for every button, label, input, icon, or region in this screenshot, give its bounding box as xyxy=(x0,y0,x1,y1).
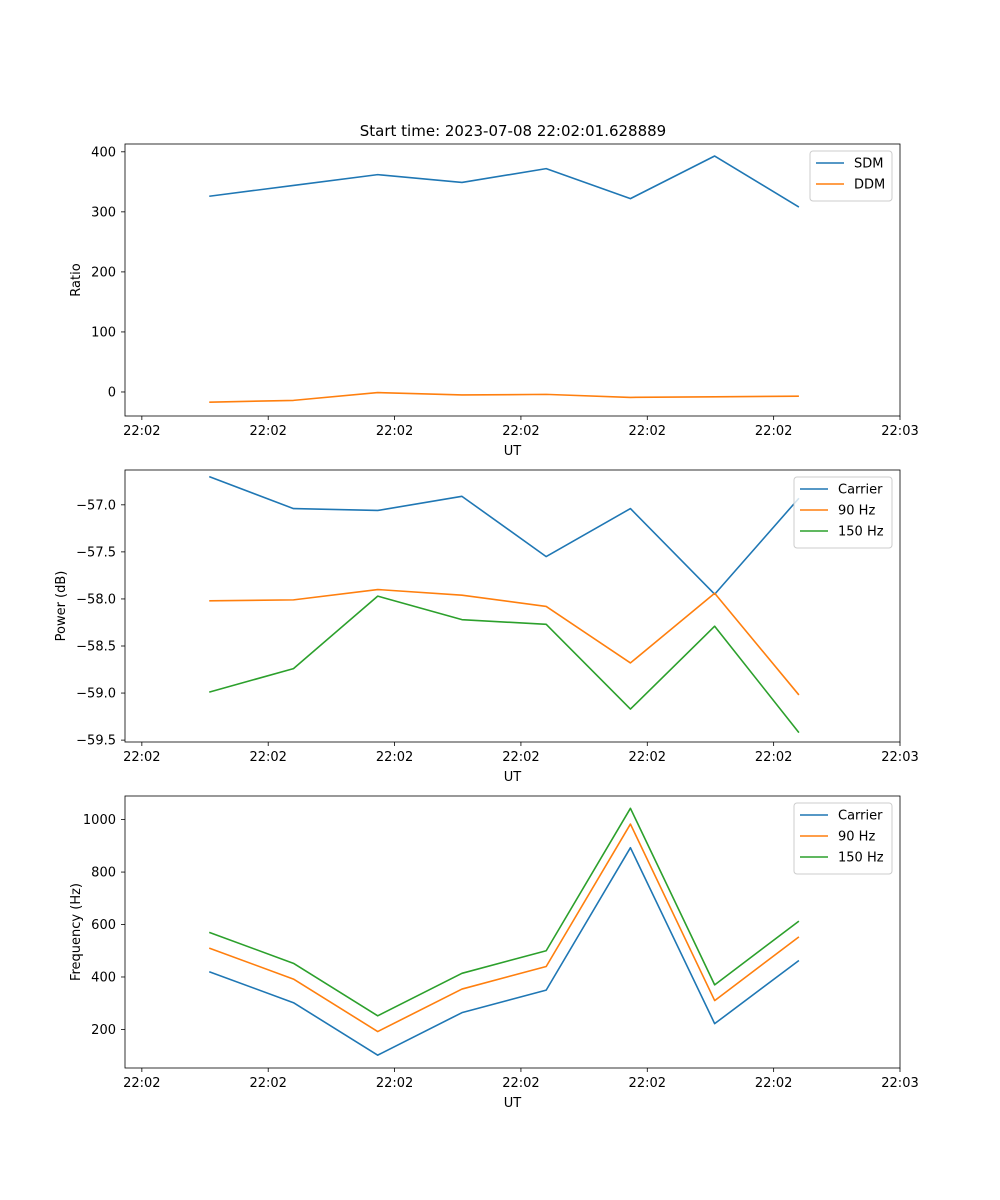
power-series-carrier xyxy=(208,475,800,596)
power-x-tick-label: 22:02 xyxy=(755,750,792,765)
frequency-x-tick-label: 22:02 xyxy=(123,1076,160,1091)
ratio-legend: SDM DDM xyxy=(809,150,893,202)
frequency-legend-label: 90 Hz xyxy=(838,830,875,845)
frequency-x-tick-label: 22:02 xyxy=(376,1076,413,1091)
power-x-tick-label: 22:02 xyxy=(123,750,160,765)
ratio-series-sdm xyxy=(209,155,800,208)
ratio-y-tick-label: 300 xyxy=(91,205,116,220)
ratio-y-tick-label: 200 xyxy=(91,265,116,280)
power-y-tick-label: −58.0 xyxy=(76,592,116,607)
ratio-legend-label: SDM xyxy=(854,157,883,172)
ratio-x-tick-label: 22:02 xyxy=(502,424,539,439)
frequency-x-tick-label: 22:02 xyxy=(629,1076,666,1091)
frequency-y-tick-label: 400 xyxy=(91,970,116,985)
frequency-legend: Carrier 90 Hz 150 Hz xyxy=(793,802,893,875)
power-y-tick-label: −59.0 xyxy=(76,687,116,702)
ratio-x-tick-label: 22:03 xyxy=(881,424,918,439)
chart-title: Start time: 2023-07-08 22:02:01.628889 xyxy=(360,122,666,140)
power-x-tick-label: 22:02 xyxy=(249,750,286,765)
frequency-x-tick-label: 22:03 xyxy=(881,1076,918,1091)
ratio-x-tick-label: 22:02 xyxy=(755,424,792,439)
ratio-y-axis-label: Ratio xyxy=(69,263,84,296)
ratio-x-axis-label: UT xyxy=(504,444,522,459)
power-axes-frame xyxy=(124,469,901,743)
power-x-tick-label: 22:02 xyxy=(376,750,413,765)
ratio-panel: 22:02 22:02 22:02 22:02 22:02 22:02 22:03 UT 0 10… xyxy=(69,143,919,459)
power-y-tick-label: −57.5 xyxy=(76,545,116,560)
power-x-tick-label: 22:02 xyxy=(502,750,539,765)
power-x-tick-label: 22:03 xyxy=(881,750,918,765)
ratio-axes-frame xyxy=(124,143,901,417)
ratio-x-tick-label: 22:02 xyxy=(376,424,413,439)
power-y-tick-label: −58.5 xyxy=(76,640,116,655)
ratio-y-tick-label: 0 xyxy=(108,385,116,400)
power-y-axis-label: Power (dB) xyxy=(54,571,69,642)
frequency-series-90-hz xyxy=(208,823,800,1033)
frequency-series-carrier xyxy=(208,846,800,1056)
ratio-series-ddm xyxy=(209,391,799,403)
ratio-y-tick-label: 100 xyxy=(91,325,116,340)
frequency-y-tick-label: 200 xyxy=(91,1023,116,1038)
power-legend-label: Carrier xyxy=(838,483,883,498)
power-y-tick-label: −59.5 xyxy=(76,734,116,749)
ratio-y-tick-label: 400 xyxy=(91,145,116,160)
power-x-tick-label: 22:02 xyxy=(629,750,666,765)
frequency-y-tick-label: 800 xyxy=(91,866,116,881)
frequency-x-tick-label: 22:02 xyxy=(502,1076,539,1091)
power-x-axis-label: UT xyxy=(504,770,522,785)
frequency-legend-label: 150 Hz xyxy=(838,851,884,866)
power-y-tick-label: −57.0 xyxy=(76,498,116,513)
frequency-x-tick-label: 22:02 xyxy=(755,1076,792,1091)
ratio-x-tick-label: 22:02 xyxy=(249,424,286,439)
frequency-y-tick-label: 600 xyxy=(91,918,116,933)
ratio-legend-label: DDM xyxy=(854,178,885,193)
power-legend: Carrier 90 Hz 150 Hz xyxy=(793,476,893,549)
ratio-x-tick-label: 22:02 xyxy=(123,424,160,439)
power-legend-label: 90 Hz xyxy=(838,504,875,519)
frequency-x-axis-label: UT xyxy=(504,1096,522,1111)
power-legend-label: 150 Hz xyxy=(838,525,884,540)
frequency-axes-frame xyxy=(124,795,901,1069)
power-series-90-hz xyxy=(209,588,800,696)
frequency-legend-label: Carrier xyxy=(838,809,883,824)
frequency-x-tick-label: 22:02 xyxy=(249,1076,286,1091)
frequency-y-tick-label: 1000 xyxy=(83,813,116,828)
power-series-150-hz xyxy=(209,595,800,734)
frequency-series-150-hz xyxy=(208,807,800,1017)
power-panel: 22:02 22:02 22:02 22:02 22:02 22:02 22:03 UT −57… xyxy=(54,469,919,785)
frequency-y-axis-label: Frequency (Hz) xyxy=(69,883,84,981)
frequency-panel: 22:02 22:02 22:02 22:02 22:02 22:02 22:03 UT 200… xyxy=(69,795,919,1111)
ratio-x-tick-label: 22:02 xyxy=(629,424,666,439)
